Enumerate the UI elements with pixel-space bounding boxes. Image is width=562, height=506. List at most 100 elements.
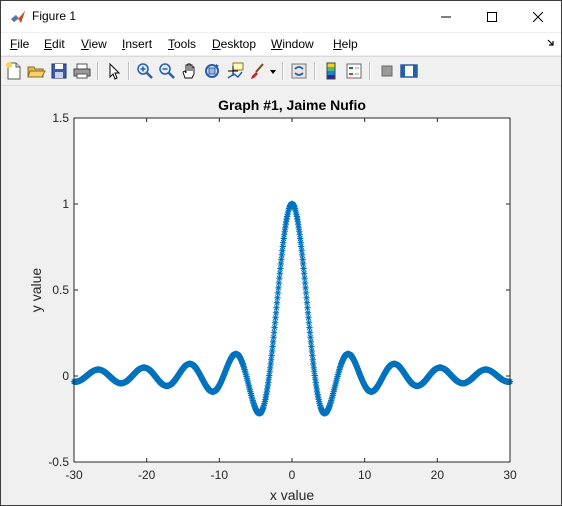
- zoom-out-icon: [159, 63, 175, 79]
- pan-button[interactable]: [179, 61, 199, 81]
- data-point-marker: [269, 343, 276, 350]
- pan-hand-icon: [182, 63, 195, 79]
- data-point-marker: [270, 329, 278, 336]
- insert-colorbar-button[interactable]: [321, 61, 341, 81]
- data-point-marker: [296, 231, 303, 239]
- menu-desktop[interactable]: Desktop: [212, 37, 257, 51]
- data-point-marker: [275, 284, 282, 292]
- data-point-marker: [280, 235, 287, 242]
- data-point-marker: [274, 289, 282, 297]
- zoom-out-button[interactable]: [157, 61, 177, 81]
- menu-window[interactable]: Window: [271, 37, 314, 51]
- data-point-marker: [300, 270, 308, 277]
- hide-plot-tools-button[interactable]: [377, 61, 397, 81]
- print-button[interactable]: [72, 61, 92, 81]
- data-point-marker: [273, 299, 281, 306]
- menu-insert[interactable]: Insert: [122, 37, 153, 51]
- data-cursor-button[interactable]: [225, 61, 245, 81]
- axes-background[interactable]: [74, 118, 510, 462]
- open-file-icon: [27, 66, 46, 78]
- show-plot-tools-button[interactable]: [399, 61, 419, 81]
- data-point-marker: [310, 360, 317, 368]
- edit-plot-arrow-icon: [109, 62, 121, 80]
- y-tick-label: 0.5: [52, 283, 69, 297]
- ticks-layer: -30 -20 -10 0 10 20 30 -0.5 0 0.5 1 1.5: [48, 111, 517, 482]
- data-point-marker: [277, 260, 285, 268]
- data-point-marker: [281, 228, 288, 235]
- rotate-3d-icon: [205, 64, 219, 78]
- x-tick-label: -10: [211, 468, 229, 482]
- x-tick-label: 0: [289, 468, 296, 482]
- data-point-marker: [302, 284, 309, 292]
- rotate-3d-button[interactable]: [202, 61, 222, 81]
- menu-bar: File Edit View Insert Tools Desktop Wind…: [1, 33, 561, 55]
- data-point-marker: [275, 279, 283, 287]
- data-point-marker: [308, 347, 316, 355]
- minimize-icon: [441, 16, 451, 17]
- y-tick-label: 0: [62, 369, 69, 383]
- window-title: Figure 1: [32, 9, 77, 23]
- new-figure-button[interactable]: [4, 61, 24, 81]
- brush-button[interactable]: [248, 61, 268, 81]
- save-button[interactable]: [49, 61, 69, 81]
- data-point-marker: [297, 235, 304, 242]
- y-axis-label: y value: [28, 268, 44, 313]
- maximize-button[interactable]: [469, 1, 515, 32]
- data-point-marker: [306, 329, 314, 336]
- data-point-marker: [298, 243, 305, 250]
- hide-plot-tools-icon: [381, 65, 393, 77]
- print-icon: [73, 63, 91, 79]
- data-point-marker: [303, 299, 311, 306]
- data-point-marker: [298, 247, 305, 254]
- edit-plot-button[interactable]: [104, 61, 124, 81]
- data-point-marker: [301, 279, 309, 287]
- data-point-marker: [267, 360, 274, 368]
- menu-edit[interactable]: Edit: [44, 37, 65, 51]
- data-point-marker: [276, 270, 284, 277]
- data-point-marker: [266, 368, 273, 376]
- dock-arrow-icon[interactable]: [547, 39, 555, 47]
- close-button[interactable]: [515, 1, 561, 32]
- menu-file[interactable]: File: [10, 37, 30, 51]
- data-point-marker: [276, 274, 283, 282]
- data-point-marker: [270, 334, 277, 341]
- new-figure-icon: [6, 62, 21, 80]
- link-plot-icon: [291, 63, 307, 79]
- plot-svg: Graph #1, Jaime Nufio -30 -20 -10 0 10 20 30-0…: [28, 97, 517, 503]
- open-file-button[interactable]: [26, 61, 46, 81]
- insert-legend-button[interactable]: [344, 61, 364, 81]
- zoom-in-button[interactable]: [135, 61, 155, 81]
- maximize-icon: [487, 11, 497, 22]
- link-plot-button[interactable]: [289, 61, 309, 81]
- y-tick-label: 1.5: [52, 111, 69, 125]
- data-point-marker: [278, 256, 285, 263]
- data-point-marker: [305, 314, 312, 321]
- data-point-marker: [272, 314, 279, 321]
- data-point-marker: [269, 338, 277, 346]
- menu-tools[interactable]: Tools: [168, 37, 197, 51]
- data-point-marker: [265, 375, 272, 383]
- brush-dropdown[interactable]: [269, 61, 277, 81]
- minimize-button[interactable]: [423, 1, 469, 32]
- data-point-marker: [305, 319, 313, 326]
- chart-title: Graph #1, Jaime Nufio: [218, 97, 366, 113]
- x-tick-label: 10: [358, 468, 372, 482]
- data-point-marker: [296, 228, 303, 235]
- data-point-marker: [307, 334, 314, 341]
- x-tick-label: -20: [138, 468, 156, 482]
- data-point-marker: [299, 260, 307, 268]
- data-point-marker: [267, 356, 275, 363]
- menu-view[interactable]: View: [81, 37, 107, 51]
- matlab-logo-icon: [11, 11, 25, 23]
- data-point-marker: [298, 251, 306, 259]
- series-layer: [70, 200, 514, 417]
- brush-icon: [251, 63, 264, 79]
- data-point-marker: [304, 309, 312, 316]
- data-point-marker: [300, 265, 307, 272]
- data-point-marker: [267, 364, 274, 372]
- title-bar[interactable]: Figure 1: [1, 1, 561, 32]
- data-point-marker: [274, 294, 281, 301]
- data-cursor-icon: [227, 62, 244, 79]
- menu-help[interactable]: Help: [333, 37, 358, 51]
